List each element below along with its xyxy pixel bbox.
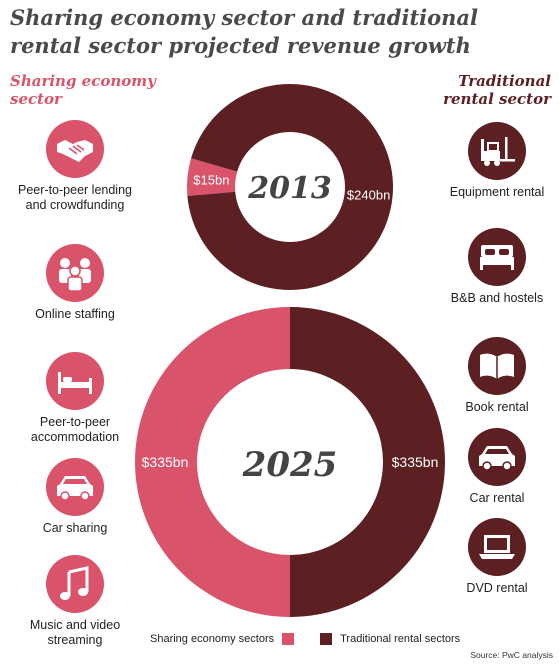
category-label: DVD rental xyxy=(466,581,528,595)
category-label: B&B and hostels xyxy=(450,291,544,305)
donut-2025-label-1: $335bn xyxy=(392,454,439,470)
music-note-icon xyxy=(60,566,89,600)
traditional-category-bnb: B&B and hostels xyxy=(432,228,559,306)
car-icon xyxy=(479,446,515,471)
category-label: Music and video streaming xyxy=(29,618,121,647)
donut-2013-label-0: $15bn xyxy=(193,172,229,187)
handshake-icon xyxy=(57,140,93,162)
sharing-category-lending: Peer-to-peer lending and crowdfunding xyxy=(10,120,140,213)
traditional-sector-header: Traditional rental sector xyxy=(443,72,551,108)
chart-legend: Sharing economy sectors Traditional rent… xyxy=(150,633,460,645)
category-label: Online staffing xyxy=(35,307,115,321)
donut-2013-slice-1 xyxy=(187,83,393,290)
forklift-icon xyxy=(481,137,515,166)
source-note: Source: PwC analysis xyxy=(470,650,553,660)
category-label: Car rental xyxy=(469,491,525,505)
people-icon xyxy=(59,258,91,291)
category-label: Peer-to-peer lending and crowdfunding xyxy=(18,183,132,212)
legend-swatch-traditional xyxy=(320,633,333,645)
category-label: Book rental xyxy=(465,400,529,414)
bed-icon xyxy=(58,372,92,394)
donut-2025-slice-1 xyxy=(290,307,445,617)
category-label: Car sharing xyxy=(42,521,108,535)
traditional-category-equipment: Equipment rental xyxy=(432,122,559,200)
donut-2025-label-0: $335bn xyxy=(142,454,189,470)
category-label: Peer-to-peer accommodation xyxy=(30,415,120,444)
legend-swatch-sharing xyxy=(282,633,295,645)
car-icon xyxy=(57,476,93,501)
donut-2013-slice-0 xyxy=(187,158,238,196)
sharing-category-staffing: Online staffing xyxy=(10,244,140,322)
donut-2025-slice-0 xyxy=(135,307,290,617)
chart-title: Sharing economy sector and traditional r… xyxy=(10,5,478,58)
legend-label-sharing: Sharing economy sectors xyxy=(150,633,275,645)
sharing-category-streaming: Music and video streaming xyxy=(10,555,140,648)
laptop-icon xyxy=(479,535,515,559)
category-label: Equipment rental xyxy=(449,185,545,199)
traditional-category-car-rental: Car rental xyxy=(432,428,559,506)
bed-icon xyxy=(480,245,514,270)
donut-2013-label-1: $240bn xyxy=(347,188,390,203)
legend-label-traditional: Traditional rental sectors xyxy=(340,633,461,645)
traditional-category-book: Book rental xyxy=(432,337,559,415)
sharing-category-accommodation: Peer-to-peer accommodation xyxy=(10,352,140,445)
traditional-category-dvd: DVD rental xyxy=(432,518,559,596)
sharing-category-car-sharing: Car sharing xyxy=(10,458,140,536)
book-icon xyxy=(480,353,514,379)
sharing-sector-header: Sharing economy sector xyxy=(10,72,156,108)
donut-2025-center-label: 2025 xyxy=(242,445,338,485)
donut-2013-center-label: 2013 xyxy=(247,171,332,206)
